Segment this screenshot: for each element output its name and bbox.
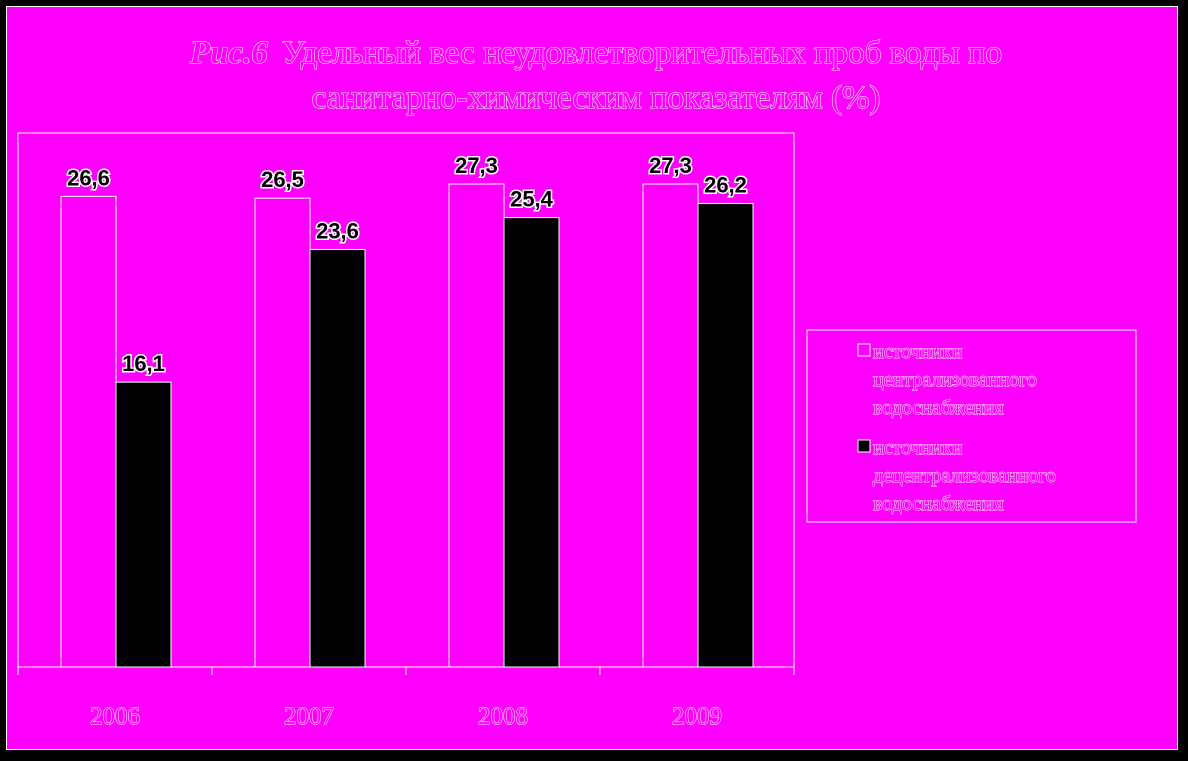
legend-box [806, 329, 1137, 523]
legend-label-s2-line-2: децентрализованного [873, 465, 1056, 487]
x-tick-label-2009: 2009 [672, 703, 722, 730]
bar-s1-2007 [254, 197, 311, 668]
bar-s1-2008 [448, 183, 505, 668]
chart-title-text: Удельный вес неудовлетворительных проб в… [282, 35, 1002, 71]
data-label-s1-2006: 26,6 [67, 165, 110, 190]
bar-s2-2007 [309, 248, 366, 668]
bar-s2-2008 [503, 217, 560, 668]
x-axis: 2006 2007 2008 2009 [17, 666, 795, 731]
chart-title-line-1: Рис.6 Удельный вес неудовлетворительных п… [189, 35, 1002, 71]
data-label-s2-2006: 16,1 [122, 351, 165, 376]
legend-swatch-s2 [857, 439, 871, 453]
data-label-s2-2007: 23,6 [316, 218, 359, 243]
chart-title-prefix: Рис.6 [189, 35, 268, 71]
data-label-s2-2009: 26,2 [704, 172, 747, 197]
data-label-s1-2009: 27,3 [649, 153, 692, 178]
legend-label-s2-line-1: источники [873, 437, 963, 459]
legend-label-s2-line-3: водоснабжения [873, 493, 1004, 515]
data-label-s1-2008: 27,3 [455, 153, 498, 178]
data-label-s2-2008: 25,4 [510, 187, 554, 212]
x-tick-label-2007: 2007 [284, 703, 334, 730]
bar-s1-2009 [642, 183, 699, 668]
chart-title-line-2: санитарно-химическим показателям (%) [312, 80, 881, 116]
legend: источники централизованного водоснабжения и… [857, 341, 1056, 515]
x-tick-label-2008: 2008 [478, 703, 528, 730]
chart-frame [6, 6, 1178, 750]
x-tick-label-2006: 2006 [90, 703, 140, 730]
legend-label-s1-line-2: централизованного [873, 369, 1037, 391]
legend-swatch-s1 [857, 343, 871, 357]
data-label-s1-2007: 26,5 [261, 167, 304, 192]
bar-s2-2009 [697, 202, 754, 668]
legend-label-s1-line-1: источники [873, 341, 963, 363]
bar-s1-2006 [60, 195, 117, 668]
legend-label-s1-line-3: водоснабжения [873, 397, 1004, 419]
bar-s2-2006 [115, 381, 172, 668]
bars-group: 26,6 16,1 26,5 23,6 27,3 25,4 27,3 26,2 [60, 152, 754, 668]
